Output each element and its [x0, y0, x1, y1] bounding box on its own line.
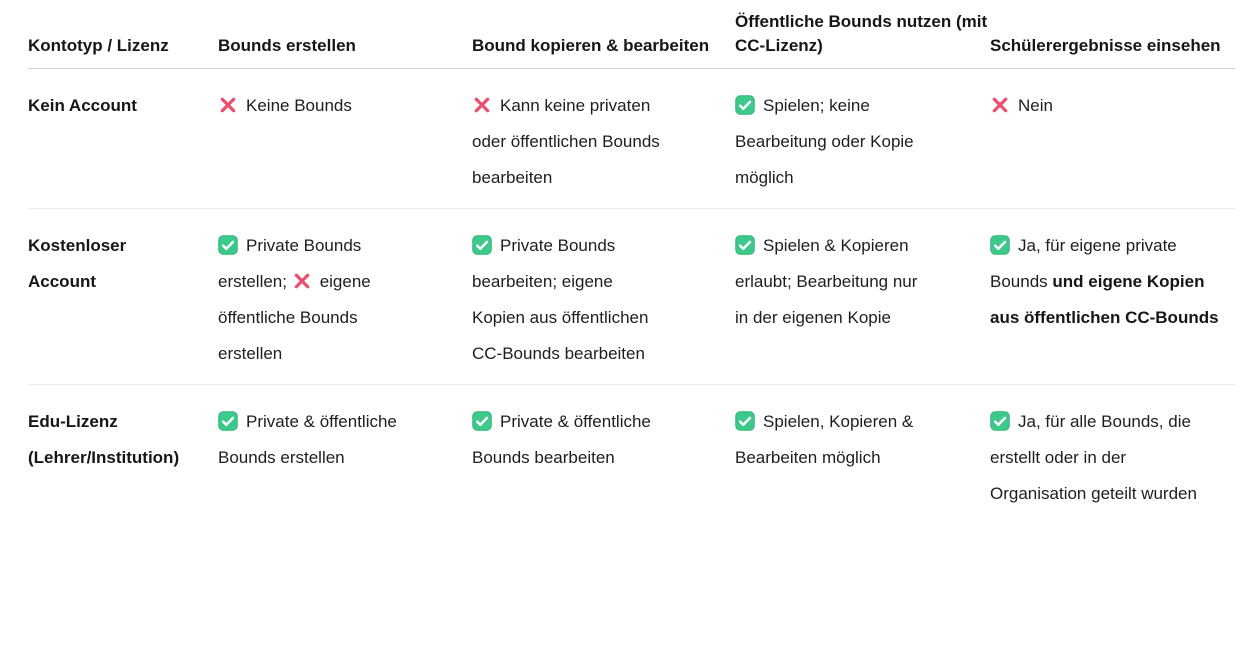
- cell-text: Spielen; keine Bearbeitung oder Kopie mö…: [735, 96, 914, 187]
- cell-content: Spielen, Kopieren & Bearbeiten möglich: [735, 404, 927, 476]
- column-header-label: Öffentliche Bounds nutzen (mit CC-Lizenz…: [735, 12, 988, 55]
- cell-text: Kann keine privaten oder öffentlichen Bo…: [472, 96, 660, 187]
- check-icon: [990, 411, 1010, 431]
- row-label-cell: Kein Account: [28, 88, 218, 196]
- column-header-kopieren: Bound kopieren & bearbeiten: [472, 34, 735, 58]
- cell-content: Spielen & Kopieren erlaubt; Bearbeitung …: [735, 228, 927, 336]
- table-cell: Spielen & Kopieren erlaubt; Bearbeitung …: [735, 228, 990, 372]
- cross-icon: [990, 95, 1010, 115]
- row-label-cell: Kostenloser Account: [28, 228, 218, 372]
- cell-text: Keine Bounds: [246, 96, 352, 115]
- column-header-label: Kontotyp / Lizenz: [28, 36, 169, 55]
- check-icon: [472, 235, 492, 255]
- table-cell: Private Bounds bearbeiten; eigene Kopien…: [472, 228, 735, 372]
- check-icon: [218, 235, 238, 255]
- table-row: Kostenloser Account Private Bounds erstel…: [28, 209, 1235, 385]
- cell-content: Ja, für eigene private Bounds und eigene…: [990, 228, 1222, 336]
- cell-content: Private & öffentliche Bounds erstellen: [218, 404, 418, 476]
- cell-text: Ja, für alle Bounds, die erstellt oder i…: [990, 412, 1197, 503]
- row-label-cell: Edu-Lizenz (Lehrer/Institution): [28, 404, 218, 512]
- table-cell: Ja, für eigene private Bounds und eigene…: [990, 228, 1235, 372]
- cell-text: eigene öffentliche Bounds erstellen: [218, 272, 371, 363]
- table-cell: Ja, für alle Bounds, die erstellt oder i…: [990, 404, 1235, 512]
- cell-content: Private Bounds erstellen; eigene öffentl…: [218, 228, 418, 372]
- row-label: Kein Account: [28, 96, 137, 115]
- column-header-label: Bounds erstellen: [218, 36, 356, 55]
- table-header-row: Kontotyp / Lizenz Bounds erstellen Bound k…: [28, 0, 1235, 69]
- cross-icon: [218, 95, 238, 115]
- cell-text: Private Bounds erstellen;: [218, 236, 362, 291]
- cell-text: Ja, für eigene private Bounds: [990, 236, 1177, 291]
- table-cell: Nein: [990, 88, 1235, 196]
- cell-text: Private & öffentliche Bounds bearbeiten: [472, 412, 651, 467]
- cell-text: Private Bounds bearbeiten; eigene Kopien…: [472, 236, 649, 363]
- table-row: Kein Account Keine Bounds Kann keine priva…: [28, 69, 1235, 209]
- cell-content: Ja, für alle Bounds, die erstellt oder i…: [990, 404, 1222, 512]
- cell-content: Kann keine privaten oder öffentlichen Bo…: [472, 88, 667, 196]
- table-cell: Private & öffentliche Bounds bearbeiten: [472, 404, 735, 512]
- check-icon: [735, 235, 755, 255]
- table-row: Edu-Lizenz (Lehrer/Institution) Private &…: [28, 385, 1235, 524]
- table-cell: Private & öffentliche Bounds erstellen: [218, 404, 472, 512]
- table-cell: Spielen, Kopieren & Bearbeiten möglich: [735, 404, 990, 512]
- column-header-kontotyp: Kontotyp / Lizenz: [28, 34, 218, 58]
- cell-text: und eigene Kopien aus öffentlichen CC-Bo…: [990, 272, 1219, 327]
- column-header-nutzen: Öffentliche Bounds nutzen (mit CC-Lizenz…: [735, 10, 990, 58]
- cell-text: Private & öffentliche Bounds erstellen: [218, 412, 397, 467]
- cell-content: Private & öffentliche Bounds bearbeiten: [472, 404, 667, 476]
- table-cell: Private Bounds erstellen; eigene öffentl…: [218, 228, 472, 372]
- cell-text: Spielen & Kopieren erlaubt; Bearbeitung …: [735, 236, 918, 327]
- check-icon: [990, 235, 1010, 255]
- column-header-label: Schülerergebnisse einsehen: [990, 36, 1221, 55]
- row-label: Kostenloser Account: [28, 236, 127, 291]
- check-icon: [472, 411, 492, 431]
- cell-content: Spielen; keine Bearbeitung oder Kopie mö…: [735, 88, 927, 196]
- check-icon: [735, 411, 755, 431]
- column-header-erstellen: Bounds erstellen: [218, 34, 472, 58]
- cell-text: Nein: [1018, 96, 1053, 115]
- cell-content: Private Bounds bearbeiten; eigene Kopien…: [472, 228, 667, 372]
- cross-icon: [472, 95, 492, 115]
- check-icon: [735, 95, 755, 115]
- column-header-label: Bound kopieren & bearbeiten: [472, 36, 710, 55]
- check-icon: [218, 411, 238, 431]
- cell-content: Keine Bounds: [218, 88, 418, 124]
- column-header-ergebnisse: Schülerergebnisse einsehen: [990, 34, 1235, 58]
- table-body: Kein Account Keine Bounds Kann keine priva…: [28, 69, 1235, 524]
- license-comparison-table: Kontotyp / Lizenz Bounds erstellen Bound k…: [28, 0, 1235, 524]
- table-cell: Keine Bounds: [218, 88, 472, 196]
- cell-content: Nein: [990, 88, 1222, 124]
- table-cell: Spielen; keine Bearbeitung oder Kopie mö…: [735, 88, 990, 196]
- cross-icon: [292, 271, 312, 291]
- cell-text: Spielen, Kopieren & Bearbeiten möglich: [735, 412, 914, 467]
- row-label: Edu-Lizenz (Lehrer/Institution): [28, 412, 180, 467]
- table-cell: Kann keine privaten oder öffentlichen Bo…: [472, 88, 735, 196]
